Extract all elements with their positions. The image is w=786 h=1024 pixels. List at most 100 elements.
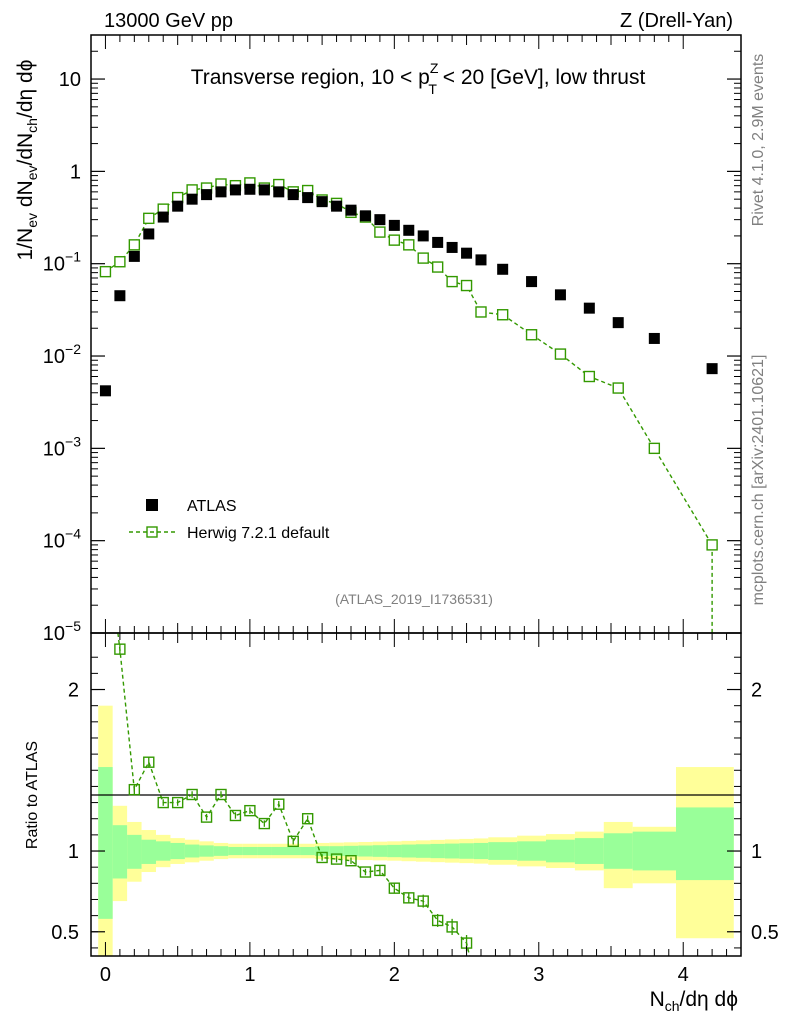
- ratio-band-inner: [170, 842, 185, 860]
- ratio-band-inner: [127, 834, 142, 869]
- ratio-band-inner: [141, 839, 156, 864]
- ratio-mc-point: [128, 783, 141, 796]
- ratio-band-inner: [329, 846, 344, 856]
- mc-point: [446, 275, 458, 288]
- atlas-point: [172, 200, 184, 212]
- atlas-point: [331, 200, 343, 212]
- mc-point: [525, 329, 538, 341]
- atlas-point: [583, 302, 595, 314]
- x-tick-label: 0: [100, 964, 111, 986]
- ratio-band-inner: [286, 846, 301, 856]
- mc-point: [612, 382, 624, 394]
- ratio-mc-point: [287, 835, 299, 848]
- ratio-panel: 2 2 1 1 0.5 0.5 0 1 2 3 4 Ratio to ATLAS Nch/dη dϕ: [24, 632, 779, 1014]
- ratio-mc-point: [417, 895, 429, 907]
- mc-point: [186, 184, 198, 196]
- atlas-point: [554, 289, 566, 301]
- legend-mc-marker: [146, 526, 158, 538]
- ratio-mc-point: [244, 804, 256, 817]
- ratio-band-inner: [199, 845, 214, 857]
- ratio-marks: [114, 632, 473, 957]
- legend: ATLAS Herwig 7.2.1 default: [129, 498, 330, 542]
- ratio-mc-point: [446, 921, 458, 933]
- ratio-mc-point: [301, 813, 314, 825]
- ratio-mc-point: [403, 892, 415, 904]
- ratio-mc-point: [316, 851, 328, 864]
- ratio-mc-point: [143, 756, 155, 768]
- ratio-band-inner: [98, 767, 113, 919]
- ratio-mc-point: [388, 882, 401, 894]
- atlas-point: [497, 263, 509, 275]
- atlas-point: [229, 184, 241, 196]
- x-tick-label: 1: [244, 964, 255, 986]
- atlas-point: [388, 219, 400, 231]
- mc-point: [143, 212, 155, 225]
- y-tick-label: 10−2: [43, 341, 81, 368]
- atlas-point: [316, 196, 328, 208]
- y-axis-label: 1/Nev dNev/dNch/dη dϕ: [14, 60, 40, 261]
- atlas-point: [258, 184, 270, 196]
- y-tick-label: 10−5: [43, 618, 81, 645]
- mc-point: [388, 234, 401, 246]
- atlas-point: [157, 211, 169, 223]
- legend-mc-label: Herwig 7.2.1 default: [187, 525, 330, 542]
- atlas-point: [128, 250, 140, 262]
- x-tick-label: 2: [389, 964, 400, 986]
- ratio-mc-point: [273, 798, 285, 810]
- mc-point: [114, 256, 126, 268]
- mc-point: [554, 348, 567, 360]
- legend-atlas-marker: [146, 499, 158, 511]
- mc-point: [374, 226, 386, 238]
- ratio-band-inner: [444, 843, 460, 859]
- ratio-mc-point: [200, 811, 213, 823]
- main-frame: [90, 34, 742, 634]
- ratio-band-inner: [430, 843, 445, 859]
- ratio-band-inner: [372, 845, 388, 857]
- atlas-point: [612, 317, 624, 329]
- atlas-point: [374, 214, 386, 226]
- atlas-point: [706, 363, 718, 375]
- rivet-label: Rivet 4.1.0, 2.9M events: [750, 54, 767, 227]
- ratio-band-inner: [488, 842, 518, 860]
- ratio-y-tick-label-right: 1: [751, 841, 762, 863]
- ratio-band-inner: [387, 844, 402, 858]
- atlas-point: [302, 192, 314, 204]
- ratio-y-label: Ratio to ATLAS: [24, 741, 41, 849]
- x-tick-label: 4: [678, 964, 689, 986]
- energy-label: 13000 GeV pp: [104, 10, 233, 32]
- mc-point: [99, 265, 112, 278]
- mcplots-label: mcplots.cern.ch [arXiv:2401.10621]: [750, 355, 767, 606]
- ratio-y-tick-label-right: 2: [751, 680, 762, 702]
- atlas-point: [215, 186, 227, 198]
- ratio-band-inner: [300, 846, 315, 856]
- chart-title: Transverse region, 10 < pZ T < 20 [GeV], …: [191, 60, 646, 97]
- y-tick-label: 10−1: [43, 249, 81, 276]
- x-tick-label: 3: [533, 964, 544, 986]
- mc-point: [706, 539, 718, 551]
- mc-point: [496, 309, 509, 321]
- x-axis-label: Nch/dη dϕ: [650, 988, 738, 1014]
- ratio-mc-point: [157, 796, 169, 809]
- atlas-point: [273, 186, 285, 198]
- ratio-y-tick-label: 2: [68, 680, 79, 702]
- ratio-y-tick-label: 0.5: [51, 922, 79, 944]
- ratio-mc-point: [114, 643, 126, 655]
- main-marks: [99, 177, 718, 633]
- ratio-mc-point: [431, 914, 444, 927]
- ratio-mc-point: [359, 866, 372, 878]
- mc-point: [128, 239, 141, 251]
- ratio-band-inner: [517, 841, 546, 861]
- main-panel: 10 1 10−1 10−2 10−3 10−4 10−5 Transverse regio…: [14, 34, 742, 645]
- atlas-point: [201, 189, 213, 201]
- ratio-band-inner: [676, 807, 734, 881]
- y-tick-label: 10−3: [43, 433, 81, 460]
- ratio-mc-point: [215, 788, 227, 801]
- atlas-point: [143, 228, 155, 240]
- mc-line: [105, 182, 713, 546]
- mc-point: [475, 306, 487, 318]
- ratio-mc-point: [330, 853, 343, 865]
- ratio-band-inner: [213, 846, 229, 856]
- ratio-mc-point: [374, 864, 386, 877]
- process-label: Z (Drell-Yan): [620, 10, 733, 32]
- ratio-band-inner: [343, 845, 359, 857]
